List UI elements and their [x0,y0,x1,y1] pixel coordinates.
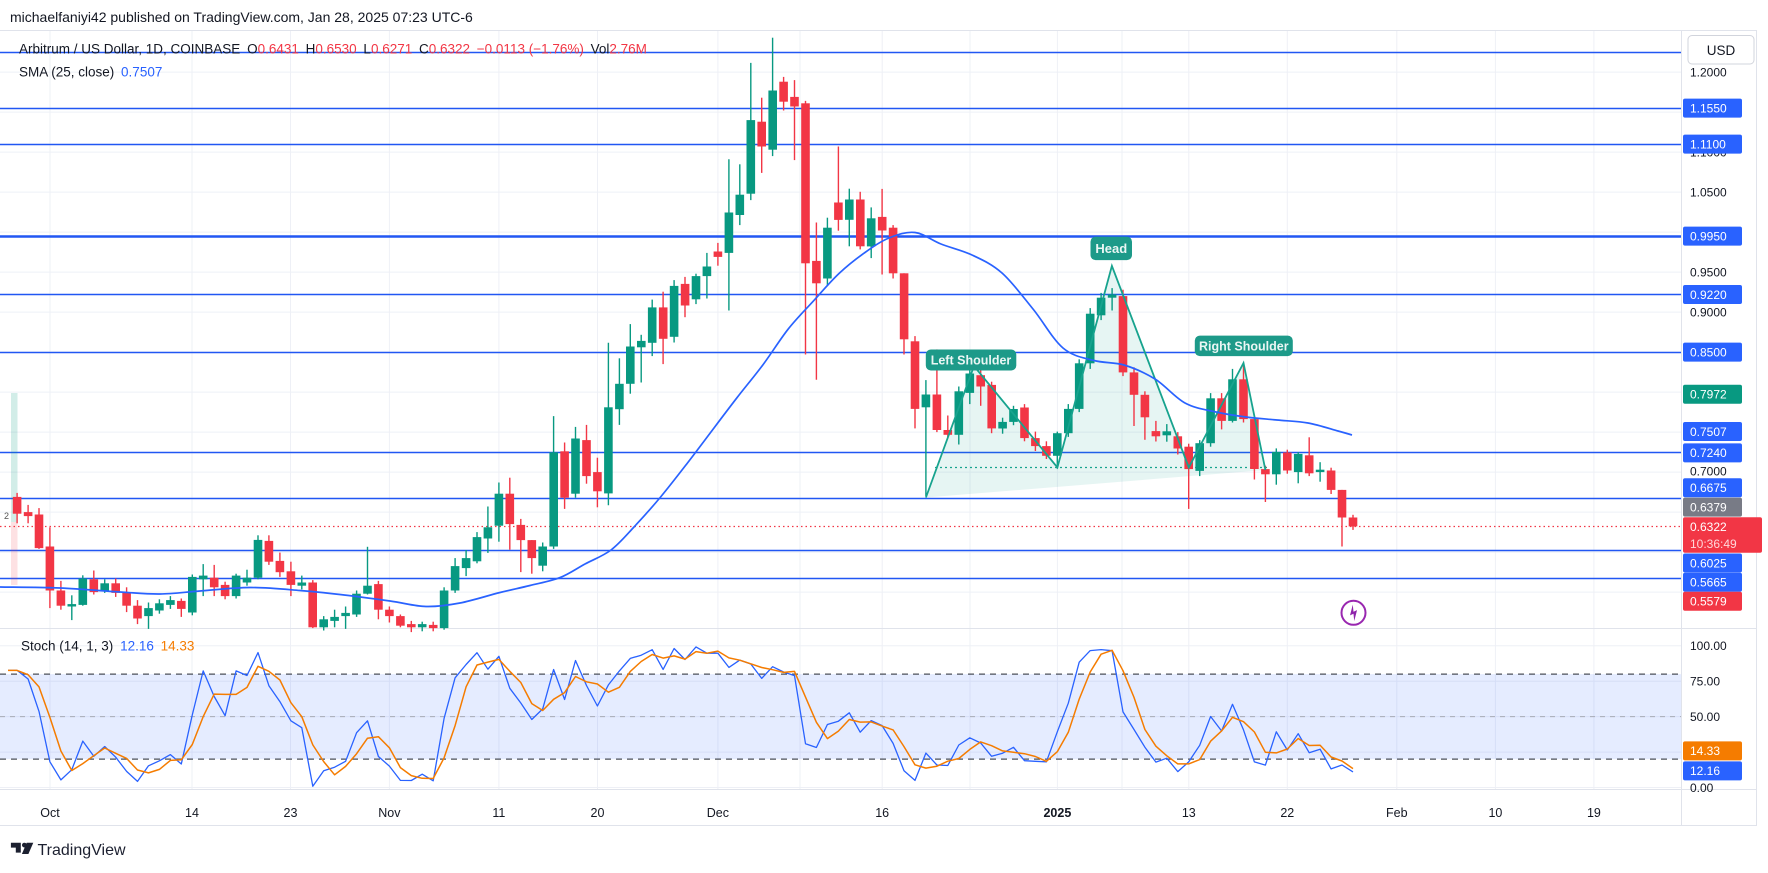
svg-text:10: 10 [1488,806,1502,820]
svg-text:2: 2 [4,511,9,521]
svg-text:11: 11 [492,806,505,820]
svg-text:16: 16 [875,806,889,820]
svg-text:SMA (25, close) 0.7507: SMA (25, close) 0.7507 [19,65,162,80]
svg-text:1.2000: 1.2000 [1690,65,1727,79]
svg-text:Oct: Oct [40,806,60,820]
svg-text:Stoch (14, 1, 3) 12.16 14.33: Stoch (14, 1, 3) 12.16 14.33 [21,639,194,654]
svg-text:0.6675: 0.6675 [1690,481,1727,495]
svg-text:75.00: 75.00 [1690,674,1720,688]
svg-text:1.1550: 1.1550 [1690,101,1727,115]
svg-text:0.9220: 0.9220 [1690,288,1727,302]
svg-text:Feb: Feb [1386,806,1408,820]
svg-text:0.9500: 0.9500 [1690,265,1727,279]
svg-text:USD: USD [1707,43,1736,58]
svg-text:0.5579: 0.5579 [1690,595,1727,609]
svg-text:1.1100: 1.1100 [1690,137,1726,151]
svg-text:TradingView: TradingView [38,842,126,859]
svg-text:Right Shoulder: Right Shoulder [1199,339,1289,353]
svg-text:20: 20 [591,806,605,820]
svg-text:14.33: 14.33 [1690,744,1720,758]
svg-text:1.0500: 1.0500 [1690,185,1727,199]
svg-text:0.6379: 0.6379 [1690,500,1727,514]
svg-text:0.6322: 0.6322 [1690,520,1727,534]
svg-text:10:36:49: 10:36:49 [1690,537,1737,551]
svg-text:0.7507: 0.7507 [1690,425,1727,439]
svg-text:23: 23 [284,806,298,820]
svg-text:22: 22 [1280,806,1294,820]
svg-text:0.9000: 0.9000 [1690,305,1727,319]
svg-text:0.5665: 0.5665 [1690,576,1727,590]
svg-text:0.00: 0.00 [1690,781,1714,795]
svg-text:50.00: 50.00 [1690,710,1720,724]
svg-text:Nov: Nov [378,806,401,820]
svg-text:Dec: Dec [707,806,729,820]
svg-text:13: 13 [1182,806,1196,820]
svg-text:100.00: 100.00 [1690,639,1727,653]
svg-text:Head: Head [1095,241,1127,256]
svg-text:0.7972: 0.7972 [1690,388,1727,402]
svg-text:0.8500: 0.8500 [1690,345,1727,359]
svg-text:0.9950: 0.9950 [1690,229,1727,243]
svg-text:2025: 2025 [1043,806,1071,820]
svg-text:0.6025: 0.6025 [1690,556,1727,570]
svg-text:Arbitrum / US Dollar, 1D, COIN: Arbitrum / US Dollar, 1D, COINBASE O0.64… [19,42,647,57]
svg-text:14: 14 [185,806,199,820]
svg-text:michaelfaniyi42 published on T: michaelfaniyi42 published on TradingView… [10,9,473,25]
svg-text:12.16: 12.16 [1690,764,1720,778]
svg-text:19: 19 [1587,806,1601,820]
svg-text:0.7240: 0.7240 [1690,446,1727,460]
svg-text:0.7000: 0.7000 [1690,464,1727,478]
svg-text:Left Shoulder: Left Shoulder [931,354,1012,368]
